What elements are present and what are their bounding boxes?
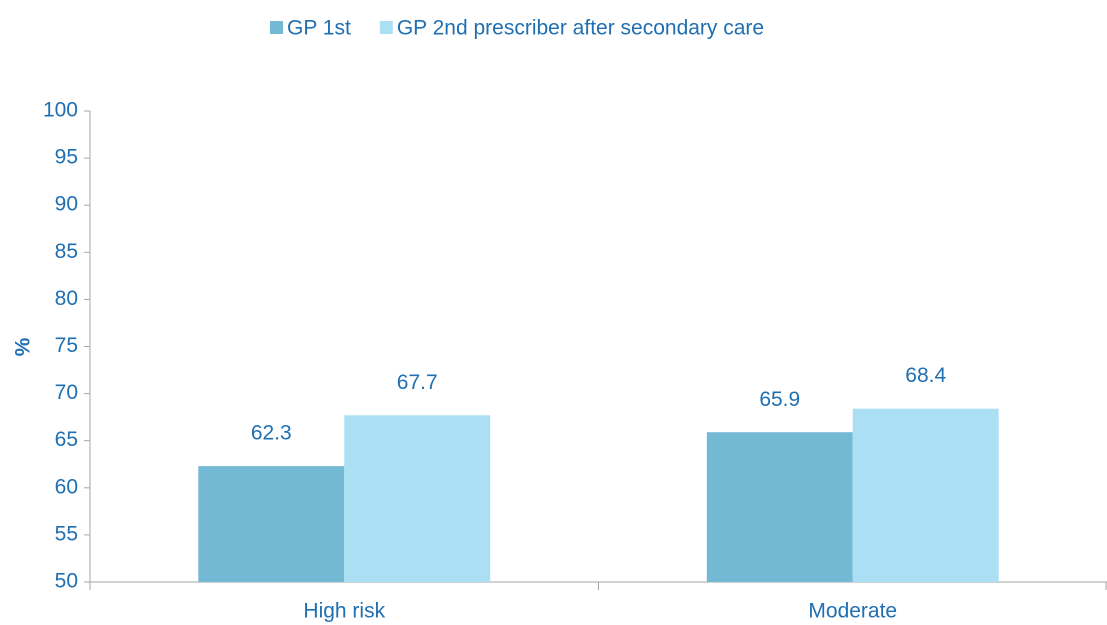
y-tick-label: 85	[55, 240, 78, 263]
bar	[198, 466, 345, 582]
y-tick-label: 70	[55, 381, 78, 404]
y-tick-label: 50	[55, 570, 78, 593]
data-label: 67.7	[397, 371, 438, 394]
y-tick-label: 60	[55, 475, 78, 498]
legend-swatch	[379, 21, 393, 34]
data-label: 68.4	[905, 364, 946, 387]
bar	[706, 432, 853, 582]
y-tick-label: 90	[55, 193, 78, 216]
legend-swatch	[270, 21, 283, 34]
y-tick-label: 65	[55, 428, 78, 451]
y-tick-label: 80	[55, 287, 78, 310]
bar	[344, 415, 491, 582]
legend-label: GP 2nd prescriber after secondary care	[397, 17, 764, 40]
y-axis-label: %	[12, 337, 35, 356]
bar	[852, 408, 999, 582]
x-tick-label: High risk	[303, 600, 385, 623]
x-tick-label: Moderate	[808, 600, 897, 623]
y-tick-label: 95	[55, 146, 78, 169]
data-label: 62.3	[251, 422, 292, 445]
y-tick-label: 55	[55, 522, 78, 545]
y-tick-label: 75	[55, 334, 78, 357]
data-label: 65.9	[759, 388, 800, 411]
y-tick-label: 100	[43, 99, 78, 122]
legend-label: GP 1st	[287, 17, 351, 40]
